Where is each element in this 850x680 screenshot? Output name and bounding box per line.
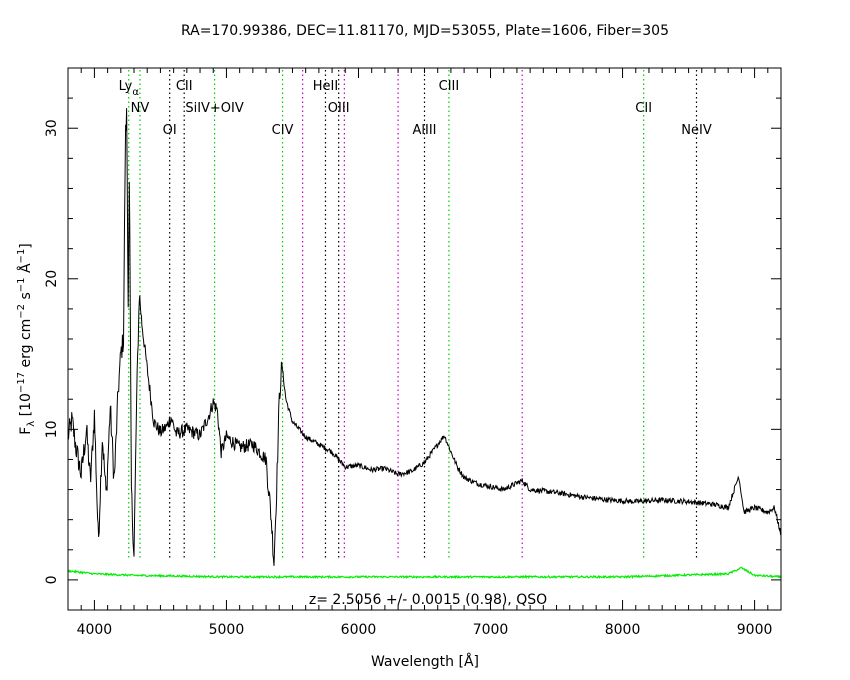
line-label-0: Lyα — [119, 79, 140, 98]
line-markers — [128, 70, 698, 560]
redshift-annotation: z= 2.5056 +/- 0.0015 (0.98), QSO — [309, 592, 547, 608]
line-label-4: SiIV+OIV — [185, 101, 244, 116]
line-label-5: CIV — [272, 123, 294, 138]
x-tick-label: 4000 — [77, 622, 113, 638]
line-label-6: HeII — [313, 79, 338, 94]
line-label-2: OI — [163, 123, 177, 138]
y-tick-label: 0 — [44, 575, 60, 584]
line-label-7: OIII — [328, 101, 350, 116]
line-label-9: CIII — [439, 79, 460, 94]
error-spectrum-line — [67, 566, 782, 580]
x-tick-label: 5000 — [209, 622, 245, 638]
x-tick-label: 6000 — [341, 622, 377, 638]
flux-spectrum-line — [67, 108, 782, 566]
y-tick-label: 10 — [44, 420, 60, 438]
line-label-8: AlIII — [412, 123, 436, 138]
y-tick-label: 20 — [44, 270, 60, 288]
y-axis: 0 10 20 30 — [44, 67, 781, 611]
x-tick-label: 9000 — [737, 622, 773, 638]
line-label-1: NV — [131, 101, 150, 116]
chart-title: RA=170.99386, DEC=11.81170, MJD=53055, P… — [181, 23, 669, 39]
line-label-10: CII — [635, 101, 652, 116]
line-label-3: CII — [176, 79, 193, 94]
plot-frame — [67, 67, 782, 611]
y-axis-label: Fλ [10−17 erg cm−2 s−1 Å−1] — [16, 243, 37, 435]
line-label-11: NeIV — [681, 123, 712, 138]
x-axis-label: Wavelength [Å] — [371, 653, 479, 670]
x-tick-label: 8000 — [605, 622, 641, 638]
line-labels: Lyα NV OI CII SiIV+OIV CIV HeII OIII AlIII CIII CI… — [119, 79, 712, 138]
x-axis: 4000 5000 6000 7000 8000 9000 — [67, 68, 782, 638]
x-tick-label: 7000 — [473, 622, 509, 638]
y-tick-label: 30 — [44, 119, 60, 137]
